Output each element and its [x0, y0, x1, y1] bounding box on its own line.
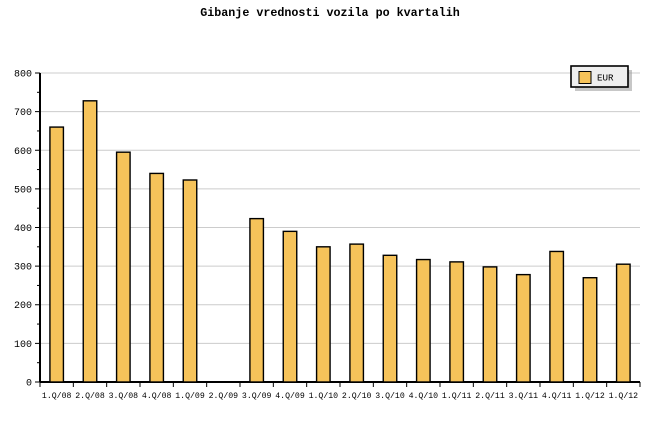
svg-text:1.Q/09: 1.Q/09	[175, 391, 205, 401]
svg-text:EUR: EUR	[597, 73, 614, 84]
svg-text:3.Q/11: 3.Q/11	[509, 391, 539, 401]
svg-text:4.Q/09: 4.Q/09	[275, 391, 305, 401]
svg-text:500: 500	[14, 185, 32, 196]
svg-text:3.Q/09: 3.Q/09	[242, 391, 272, 401]
svg-text:4.Q/08: 4.Q/08	[142, 391, 172, 401]
svg-text:1.Q/08: 1.Q/08	[42, 391, 72, 401]
svg-text:0: 0	[26, 379, 32, 390]
svg-text:4.Q/10: 4.Q/10	[409, 391, 439, 401]
svg-text:1.Q/11: 1.Q/11	[442, 391, 472, 401]
svg-text:Gibanje vrednosti vozila po kv: Gibanje vrednosti vozila po kvartalih	[200, 6, 460, 20]
svg-text:2.Q/09: 2.Q/09	[209, 391, 239, 401]
svg-text:4.Q/11: 4.Q/11	[542, 391, 572, 401]
svg-text:2.Q/08: 2.Q/08	[75, 391, 105, 401]
svg-text:2.Q/10: 2.Q/10	[342, 391, 372, 401]
svg-text:600: 600	[14, 147, 32, 158]
svg-text:3.Q/08: 3.Q/08	[109, 391, 139, 401]
svg-text:3.Q/10: 3.Q/10	[375, 391, 405, 401]
svg-text:100: 100	[14, 340, 32, 351]
svg-text:300: 300	[14, 263, 32, 274]
svg-text:700: 700	[14, 108, 32, 119]
svg-text:400: 400	[14, 224, 32, 235]
svg-text:800: 800	[14, 70, 32, 81]
svg-text:1.Q/10: 1.Q/10	[309, 391, 339, 401]
svg-text:1.Q/12: 1.Q/12	[575, 391, 605, 401]
svg-text:2.Q/11: 2.Q/11	[475, 391, 505, 401]
svg-text:1.Q/12: 1.Q/12	[609, 391, 639, 401]
svg-text:200: 200	[14, 301, 32, 312]
